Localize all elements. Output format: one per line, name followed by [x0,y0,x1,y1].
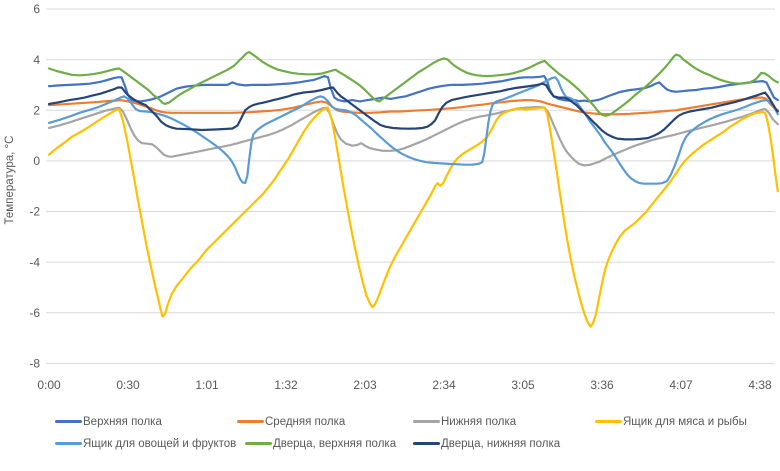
y-tick-label: 0 [33,154,40,168]
line-verkhnyaya-polka [47,74,779,103]
legend-item-dvertsa-verkhnyaya-polka: Дверца, верхняя полка [245,436,396,451]
line-nizhnyaya-polka [47,105,779,167]
line-yashchik-dlya-ovoshchey-i-fruktov [47,76,779,185]
x-tick-label: 1:32 [274,378,298,392]
y-tick-label: -8 [29,357,40,371]
x-tick-label: 2:34 [432,378,456,392]
y-tick-label: 6 [33,2,40,16]
legend-label: Дверца, нижняя полка [441,437,561,450]
y-axis-title: Температура, °C [4,136,16,225]
legend-swatch-yashchik-dlya-myasa-i-ryby [595,420,622,423]
legend-item-verkhnyaya-polka: Верхняя полка [55,414,162,429]
legend-label: Дверца, верхняя полка [273,437,397,450]
y-tick-label: 4 [33,53,40,67]
legend: Верхняя полка Средняя полка Нижняя полка Ящ… [0,408,780,468]
legend-item-dvertsa-nizhnyaya-polka: Дверца, нижняя полка [413,436,560,451]
legend-item-yashchik-dlya-myasa-i-ryby: Ящик для мяса и рыбы [595,414,747,429]
legend-swatch-nizhnyaya-polka [413,420,440,423]
legend-label: Средняя полка [265,415,346,428]
x-tick-label: 0:00 [37,378,61,392]
legend-label: Ящик для овощей и фруктов [83,437,237,450]
x-tick-label: 4:38 [748,378,772,392]
legend-label: Верхняя полка [83,415,162,428]
x-tick-label: 4:07 [669,378,693,392]
plot-area: 6 4 2 0 -2 -4 -6 -8 0:00 0:30 1:01 1:32 2:03 2:34 3:0… [4,2,779,392]
x-tick-label: 2:03 [353,378,377,392]
line-dvertsa-verkhnyaya-polka [47,50,779,117]
y-tick-label: -4 [29,255,40,269]
x-tick-label: 0:30 [116,378,140,392]
line-dvertsa-nizhnyaya-polka [47,82,779,141]
y-axis-tick-labels: 6 4 2 0 -2 -4 -6 -8 [29,2,40,370]
legend-label: Ящик для мяса и рыбы [623,415,747,428]
line-yashchik-dlya-myasa-i-ryby [47,106,779,328]
legend-swatch-verkhnyaya-polka [55,420,82,423]
legend-item-yashchik-dlya-ovoshchey-i-fruktov: Ящик для овощей и фруктов [55,436,236,451]
legend-label: Нижняя полка [441,415,517,428]
legend-item-srednyaya-polka: Средняя полка [237,414,345,429]
y-tick-label: -2 [29,205,40,219]
line-srednyaya-polka [47,96,779,116]
y-tick-label: 2 [33,104,40,118]
x-tick-label: 1:01 [195,378,219,392]
legend-swatch-dvertsa-nizhnyaya-polka [413,442,440,445]
legend-swatch-yashchik-dlya-ovoshchey-i-fruktov [55,442,82,445]
x-axis-tick-labels: 0:00 0:30 1:01 1:32 2:03 2:34 3:05 3:36 4:07 4:38 [37,378,772,392]
x-tick-label: 3:36 [590,378,614,392]
series-lines [47,50,779,328]
legend-swatch-dvertsa-verkhnyaya-polka [245,442,272,445]
legend-item-nizhnyaya-polka: Нижняя полка [413,414,516,429]
x-tick-label: 3:05 [511,378,535,392]
y-tick-label: -6 [29,306,40,320]
legend-swatch-srednyaya-polka [237,420,264,423]
